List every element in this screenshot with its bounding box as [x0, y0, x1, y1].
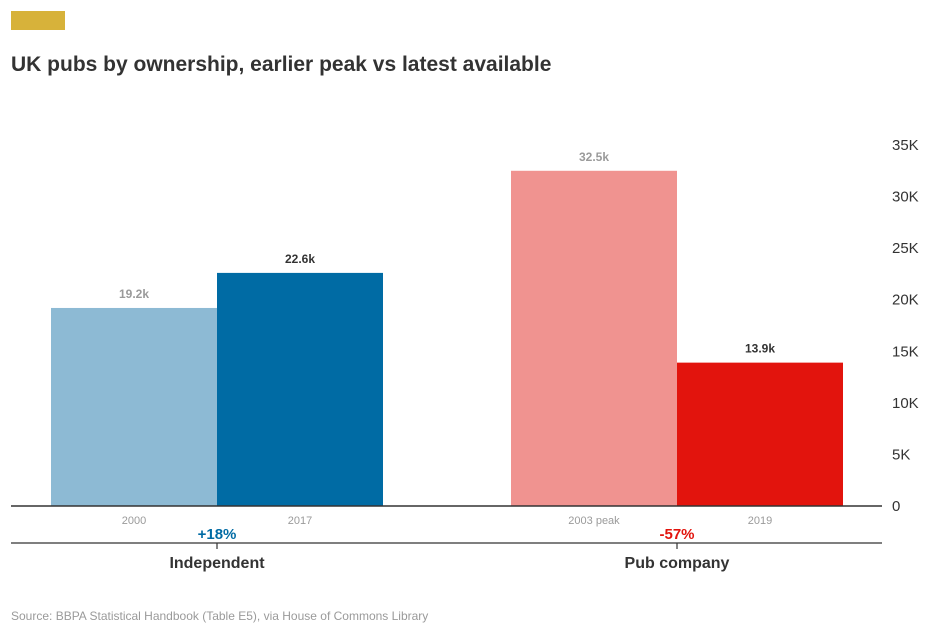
y-tick-label: 35K [892, 137, 919, 154]
x-tick-label: 2000 [122, 515, 146, 527]
group-label: Independent [169, 555, 265, 572]
y-tick-label: 10K [892, 395, 919, 412]
y-tick-label: 20K [892, 292, 919, 309]
y-tick-label: 15K [892, 343, 919, 360]
change-label: -57% [659, 526, 694, 543]
bar [677, 362, 843, 506]
bar-value-label: 19.2k [119, 287, 149, 301]
bar [511, 170, 677, 507]
x-tick-label: 2019 [748, 515, 772, 527]
x-tick-label: 2003 peak [568, 515, 620, 527]
bar [51, 307, 217, 506]
change-label: +18% [198, 526, 237, 543]
bar-value-label: 22.6k [285, 252, 315, 266]
accent-bar [11, 11, 65, 30]
bar-value-label: 32.5k [579, 150, 609, 164]
y-tick-label: 30K [892, 189, 919, 206]
group-label: Pub company [625, 555, 730, 572]
y-tick-label: 5K [892, 446, 910, 463]
source-note: Source: BBPA Statistical Handbook (Table… [11, 609, 429, 623]
bar [217, 272, 383, 506]
bar-value-label: 13.9k [745, 342, 775, 356]
y-tick-label: 0 [892, 498, 900, 515]
x-tick-label: 2017 [288, 515, 312, 527]
chart-title: UK pubs by ownership, earlier peak vs la… [11, 53, 552, 76]
y-tick-label: 25K [892, 240, 919, 257]
